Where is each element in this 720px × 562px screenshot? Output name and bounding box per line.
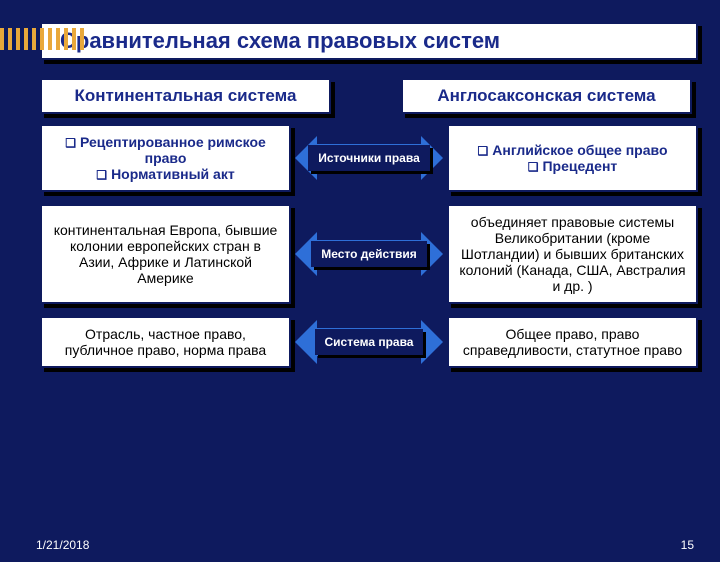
footer: 1/21/2018 15 (0, 538, 720, 552)
header-right: Англосаксонская система (401, 78, 692, 114)
mid-place: Место действия (299, 204, 439, 304)
mid-label-place: Место действия (311, 241, 427, 267)
bullet: Рецептированное римское право (52, 134, 279, 166)
row-sources: Рецептированное римское право Нормативны… (40, 124, 698, 192)
cell-left-place: континентальная Европа, бывшие колонии е… (40, 204, 291, 304)
cell-right-system: Общее право, право справедливости, стату… (447, 316, 698, 368)
column-headers: Континентальная система Англосаксонская … (40, 78, 692, 114)
decorative-ticks (0, 28, 84, 50)
cell-right-sources: Английское общее право Прецедент (447, 124, 698, 192)
page-title: Сравнительная схема правовых систем (60, 28, 678, 54)
cell-left-system: Отрасль, частное право, публичное право,… (40, 316, 291, 368)
footer-page: 15 (681, 538, 694, 552)
cell-left-sources: Рецептированное римское право Нормативны… (40, 124, 291, 192)
row-system: Отрасль, частное право, публичное право,… (40, 316, 698, 368)
mid-label-system: Система права (315, 329, 424, 355)
row-place: континентальная Европа, бывшие колонии е… (40, 204, 698, 304)
header-left: Континентальная система (40, 78, 331, 114)
title-bar: Сравнительная схема правовых систем (40, 22, 698, 60)
comparison-grid: Рецептированное римское право Нормативны… (40, 124, 698, 368)
mid-system: Система права (299, 316, 439, 368)
bullet: Английское общее право (459, 142, 686, 158)
mid-sources: Источники права (299, 124, 439, 192)
cell-right-place: объединяет правовые системы Великобритан… (447, 204, 698, 304)
mid-label-sources: Источники права (308, 145, 430, 171)
bullet: Нормативный акт (52, 166, 279, 182)
bullet: Прецедент (459, 158, 686, 174)
footer-date: 1/21/2018 (36, 538, 89, 552)
